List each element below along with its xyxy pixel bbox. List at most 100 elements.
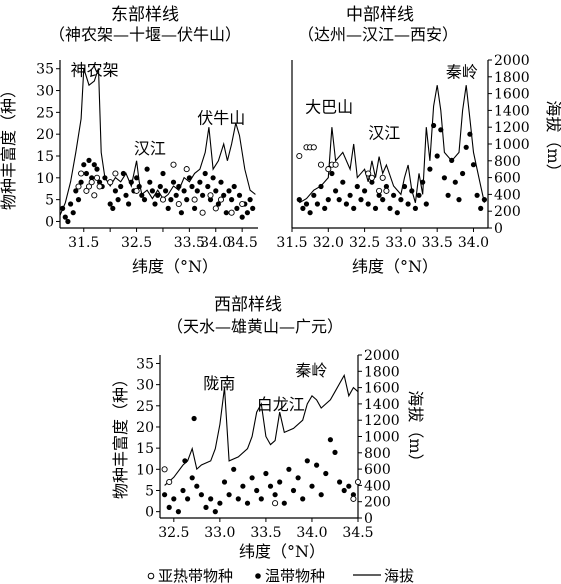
east-temperate-point xyxy=(94,166,100,172)
east-temperate-point xyxy=(97,179,103,185)
east-temperate-point xyxy=(250,205,256,211)
central-temperate-point xyxy=(380,197,386,203)
east-xtick-label: 33.5 xyxy=(174,235,205,251)
panel-east-xlabel: 纬度（°N） xyxy=(132,257,218,276)
central-temperate-point xyxy=(383,183,389,190)
east-temperate-point xyxy=(65,218,71,225)
east-temperate-point xyxy=(115,197,121,203)
east-subtropical-point xyxy=(170,161,177,168)
west-temperate-point xyxy=(295,475,301,481)
central-annotation: 汉江 xyxy=(368,124,400,143)
central-temperate-point xyxy=(434,153,440,159)
central-temperate-point xyxy=(398,197,404,203)
east-temperate-point xyxy=(218,179,224,185)
central-xtick-label: 32.5 xyxy=(349,235,380,251)
west-xtick-label: 34.0 xyxy=(296,525,327,541)
east-temperate-point xyxy=(210,175,216,181)
legend-temperate-marker xyxy=(255,573,261,579)
east-subtropical-point xyxy=(183,166,190,173)
east-temperate-point xyxy=(110,205,116,211)
legend-subtropical-marker xyxy=(147,572,155,580)
central-temperate-point xyxy=(325,197,331,203)
west-alttick-label: 0 xyxy=(364,511,373,527)
west-temperate-point xyxy=(286,466,292,472)
east-subtropical-point xyxy=(78,170,85,177)
east-temperate-point xyxy=(244,210,250,216)
east-temperate-point xyxy=(147,179,153,185)
central-altitude-line xyxy=(299,85,485,204)
east-subtropical-point xyxy=(239,200,246,208)
east-temperate-point xyxy=(226,188,232,194)
west-temperate-point xyxy=(327,437,333,443)
east-subtropical-point xyxy=(91,192,98,199)
west-ytick-label: 20 xyxy=(136,420,154,436)
west-temperate-point xyxy=(350,492,356,498)
east-temperate-point xyxy=(176,183,182,190)
east-temperate-point xyxy=(128,179,134,185)
west-temperate-point xyxy=(226,492,232,498)
west-temperate-point xyxy=(267,483,274,489)
east-subtropical-point xyxy=(191,196,198,203)
east-temperate-point xyxy=(207,197,214,203)
west-ytick-label: 25 xyxy=(136,399,154,415)
west-temperate-point xyxy=(277,479,283,485)
central-temperate-point xyxy=(354,183,360,190)
east-temperate-point xyxy=(184,197,190,203)
west-subtropical-point xyxy=(350,495,357,502)
east-temperate-point xyxy=(163,188,169,194)
east-temperate-point xyxy=(170,179,177,185)
central-temperate-point xyxy=(478,205,484,211)
east-temperate-point xyxy=(62,214,68,220)
east-temperate-point xyxy=(160,170,166,177)
west-temperate-point xyxy=(309,483,315,489)
west-alttick-label: 2000 xyxy=(364,348,400,364)
west-ytick-label: 0 xyxy=(145,505,154,521)
panel-west-title: 西部样线 xyxy=(214,295,282,315)
east-temperate-point xyxy=(75,197,82,203)
east-altitude-line xyxy=(59,68,256,216)
west-temperate-point xyxy=(212,509,218,515)
east-temperate-point xyxy=(120,170,126,177)
legend-altitude-label: 海拔 xyxy=(384,567,414,584)
west-annotation: 陇南 xyxy=(203,374,235,393)
central-temperate-point xyxy=(340,179,346,185)
west-temperate-point xyxy=(166,504,172,510)
west-subtropical-point xyxy=(272,500,279,507)
west-temperate-point xyxy=(194,483,200,489)
east-temperate-point xyxy=(155,192,161,198)
east-temperate-point xyxy=(141,197,148,203)
east-temperate-point xyxy=(223,210,229,216)
panel-east-title: 东部样线 xyxy=(111,5,179,25)
west-temperate-point xyxy=(203,504,209,510)
east-temperate-point xyxy=(107,201,113,207)
west-subtropical-point xyxy=(166,478,173,486)
central-temperate-point xyxy=(365,201,371,207)
east-temperate-point xyxy=(144,166,150,172)
west-temperate-point xyxy=(175,509,181,515)
west-subtropical-point xyxy=(354,478,362,486)
east-temperate-point xyxy=(123,192,129,198)
west-temperate-point xyxy=(341,487,347,494)
central-temperate-point xyxy=(405,201,411,207)
west-ytick-label: 10 xyxy=(136,462,154,478)
west-xtick-label: 33.5 xyxy=(250,525,281,541)
west-ytick-label: 15 xyxy=(136,441,154,457)
central-temperate-point xyxy=(307,210,313,216)
east-temperate-point xyxy=(102,175,108,181)
central-alttick-label: 400 xyxy=(494,187,521,203)
panel-central: 中部样线 （达州—汉江—西安） 海拔（m） 纬度（°N） 31.5 32.0 32.… xyxy=(276,5,561,276)
central-temperate-point xyxy=(391,192,397,198)
east-subtropical-point xyxy=(88,179,95,186)
west-temperate-point xyxy=(180,487,186,494)
east-temperate-point xyxy=(197,179,203,185)
east-temperate-point xyxy=(229,197,235,203)
east-temperate-point xyxy=(134,175,140,181)
west-temperate-point xyxy=(231,466,237,472)
east-temperate-point xyxy=(152,201,158,207)
central-temperate-point xyxy=(438,127,444,133)
east-temperate-point xyxy=(126,201,132,207)
central-alttick-label: 1800 xyxy=(494,70,530,86)
panel-central-subtitle: （达州—汉江—西安） xyxy=(298,25,458,44)
west-temperate-point xyxy=(314,462,320,468)
